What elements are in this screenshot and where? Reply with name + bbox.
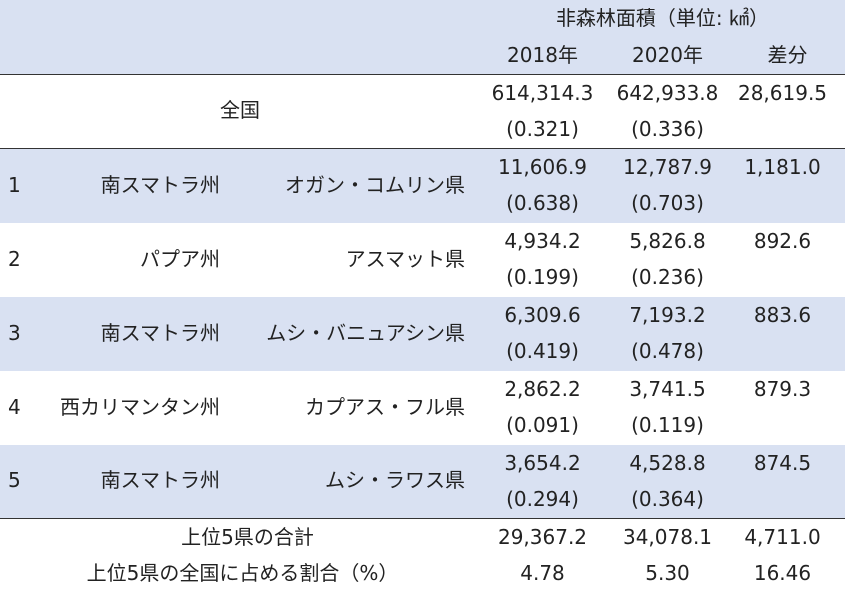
row-2-regency: アスマット県 (345, 247, 465, 271)
national-label: 全国 (220, 98, 260, 122)
row-2-diff-value: 892.6 (753, 229, 812, 253)
row-5-regency: ムシ・ラワス県 (325, 468, 465, 492)
header-col-2020: 2020年 (632, 43, 703, 67)
row-1-rank: 1 (8, 173, 21, 197)
header-col-2018: 2018年 (507, 43, 578, 67)
row-1-diff-value: 1,181.0 (744, 155, 821, 179)
header-band (0, 0, 845, 74)
row-3-diff-value: 883.6 (753, 303, 812, 327)
row-1-province: 南スマトラ州 (100, 173, 220, 197)
national-rule (0, 148, 845, 149)
row-3-2020-ratio: (0.478) (631, 339, 704, 363)
row-1-2020-value: 12,787.9 (622, 155, 713, 179)
row-1-regency: オガン・コムリン県 (285, 173, 465, 197)
row-3-band (0, 297, 845, 371)
row-2-2020-ratio: (0.236) (631, 265, 704, 289)
row-5-diff-value: 874.5 (753, 451, 812, 475)
row-4-2020-value: 3,741.5 (629, 377, 706, 401)
total-2018-value: 29,367.2 (497, 525, 588, 549)
share-label: 上位5県の全国に占める割合（%） (86, 561, 399, 585)
share-diff-value: 16.46 (753, 561, 812, 585)
row-3-rank: 3 (8, 321, 21, 345)
national-2018-ratio: (0.321) (506, 117, 579, 141)
header-rule (0, 74, 845, 75)
row-4-2018-value: 2,862.2 (504, 377, 581, 401)
row-1-2018-value: 11,606.9 (497, 155, 588, 179)
national-band (0, 75, 845, 148)
row-3-2018-ratio: (0.419) (506, 339, 579, 363)
national-2018-value: 614,314.3 (491, 81, 594, 105)
share-2020-value: 5.30 (645, 561, 690, 585)
header-group-label: 非森林面積（単位: ㎢） (555, 6, 770, 30)
row-2-band (0, 223, 845, 297)
row-2-2018-value: 4,934.2 (504, 229, 581, 253)
row-5-rank: 5 (8, 468, 21, 492)
summary-band (0, 519, 845, 594)
row-3-2020-value: 7,193.2 (629, 303, 706, 327)
row-2-province: パプア州 (140, 247, 220, 271)
row-4-province: 西カリマンタン州 (60, 395, 220, 419)
national-2020-value: 642,933.8 (616, 81, 719, 105)
row-5-2018-ratio: (0.294) (506, 487, 579, 511)
row-4-diff-value: 879.3 (753, 377, 812, 401)
total-2020-value: 34,078.1 (622, 525, 713, 549)
row-4-2018-ratio: (0.091) (506, 413, 579, 437)
row-1-band (0, 149, 845, 223)
row-2-2020-value: 5,826.8 (629, 229, 706, 253)
row-5-band (0, 445, 845, 518)
row-1-2020-ratio: (0.703) (631, 191, 704, 215)
body-rule (0, 518, 845, 519)
row-5-province: 南スマトラ州 (100, 468, 220, 492)
share-2018-value: 4.78 (520, 561, 565, 585)
row-4-rank: 4 (8, 395, 21, 419)
total-label: 上位5県の合計 (181, 525, 314, 549)
row-5-2020-ratio: (0.364) (631, 487, 704, 511)
row-3-2018-value: 6,309.6 (504, 303, 581, 327)
row-1-2018-ratio: (0.638) (506, 191, 579, 215)
total-diff-value: 4,711.0 (744, 525, 821, 549)
row-2-rank: 2 (8, 247, 21, 271)
row-4-band (0, 371, 845, 445)
row-3-province: 南スマトラ州 (100, 321, 220, 345)
row-5-2020-value: 4,528.8 (629, 451, 706, 475)
row-4-2020-ratio: (0.119) (631, 413, 704, 437)
national-diff-value: 28,619.5 (737, 81, 828, 105)
header-col-diff: 差分 (767, 43, 808, 67)
row-3-regency: ムシ・バニュアシン県 (266, 321, 465, 345)
national-2020-ratio: (0.336) (631, 117, 704, 141)
row-4-regency: カプアス・フル県 (305, 395, 465, 419)
row-5-2018-value: 3,654.2 (504, 451, 581, 475)
row-2-2018-ratio: (0.199) (506, 265, 579, 289)
